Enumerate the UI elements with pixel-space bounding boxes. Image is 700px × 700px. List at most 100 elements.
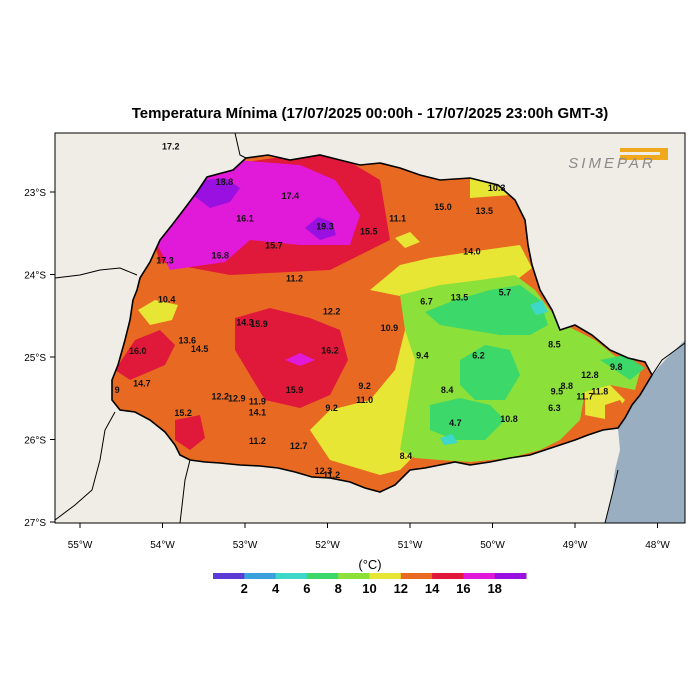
legend-label: 8 — [335, 581, 342, 596]
station-value: 11.9 — [249, 397, 266, 407]
y-tick-label: 23°S — [24, 188, 46, 199]
station-value: 17.4 — [282, 191, 300, 201]
field-magenta-center — [285, 353, 315, 366]
legend-swatch — [369, 573, 402, 579]
x-tick-label: 49°W — [563, 540, 588, 551]
temperature-field — [112, 155, 652, 492]
country-borders — [55, 133, 685, 523]
station-value: 9.8 — [610, 362, 623, 372]
station-value: 6.3 — [548, 403, 561, 413]
station-value: 8.4 — [441, 385, 454, 395]
logo-text: SIMEPAR — [568, 155, 655, 172]
station-value: 12.7 — [290, 441, 308, 451]
station-value: 4.7 — [449, 418, 462, 428]
field-green-cool-b — [460, 345, 520, 400]
station-value: 12.2 — [323, 307, 341, 317]
station-value: 16.2 — [321, 345, 339, 355]
field-green-cool-a — [425, 285, 548, 335]
station-value: 15.0 — [434, 202, 452, 212]
station-value: 9.4 — [416, 350, 429, 360]
legend-label: 4 — [272, 581, 280, 596]
x-axis-ticks: 55°W 54°W 53°W 52°W 51°W 50°W 49°W 48°W — [68, 523, 670, 551]
station-value: 10.8 — [500, 414, 518, 424]
station-value: 13.5 — [451, 293, 469, 303]
station-values: 17.2 18.8 17.4 16.1 19.3 15.5 11.1 15.0 13.5 10.3… — [115, 142, 623, 480]
x-tick-label: 48°W — [645, 540, 670, 551]
station-value: 11.2 — [286, 274, 303, 284]
field-green-cool-d — [600, 355, 645, 380]
field-yellow-small — [395, 232, 420, 248]
station-value: 10.3 — [488, 183, 506, 193]
field-purple-north-b — [305, 217, 336, 240]
legend-unit-label: (°C) — [358, 557, 382, 572]
legend-swatch — [400, 573, 433, 579]
station-value: 14.3 — [236, 317, 254, 327]
station-value: 11.1 — [389, 213, 406, 223]
field-purple-north-a — [193, 178, 240, 208]
station-value: 16.8 — [211, 251, 229, 261]
ocean — [605, 340, 685, 523]
station-value: 9.5 — [551, 387, 564, 397]
station-value: 14.5 — [191, 344, 209, 354]
map-title: Temperatura Mínima (17/07/2025 00:00h - … — [131, 105, 609, 122]
legend-swatch — [463, 573, 496, 579]
station-value: 13.5 — [475, 206, 493, 216]
legend-label: 12 — [394, 581, 408, 596]
x-tick-label: 52°W — [315, 540, 340, 551]
station-value: 19.3 — [316, 222, 334, 232]
station-value: 14.0 — [463, 246, 481, 256]
legend-swatch — [244, 573, 277, 579]
station-value: 9.2 — [325, 403, 338, 413]
legend-label: 2 — [241, 581, 248, 596]
y-axis-ticks: 23°S 24°S 25°S 26°S 27°S — [24, 188, 55, 529]
station-value: 11.2 — [323, 470, 340, 480]
station-value: 11.0 — [356, 395, 373, 405]
legend-label: 16 — [456, 581, 470, 596]
legend-swatch — [432, 573, 464, 579]
field-red-southwest — [175, 415, 205, 450]
station-value: 14.1 — [249, 407, 267, 417]
station-value: 16.0 — [129, 346, 147, 356]
station-value: 8.8 — [560, 381, 573, 391]
color-legend: 2 4 6 8 10 12 14 16 18 — [213, 573, 527, 596]
station-value: 9 — [115, 385, 120, 395]
y-tick-label: 26°S — [24, 436, 46, 447]
field-yellow-west — [138, 300, 178, 325]
x-tick-label: 50°W — [480, 540, 505, 551]
legend-label: 6 — [303, 581, 310, 596]
legend-swatch — [213, 573, 245, 579]
station-value: 15.7 — [265, 241, 283, 251]
station-value: 8.5 — [548, 340, 561, 350]
station-value: 16.1 — [236, 213, 254, 223]
station-value: 17.2 — [162, 142, 180, 152]
field-cyan-spot-b — [530, 300, 548, 315]
station-value: 12.9 — [228, 393, 246, 403]
station-value: 10.9 — [381, 323, 399, 333]
x-tick-label: 53°W — [233, 540, 258, 551]
station-value: 5.7 — [499, 288, 512, 298]
field-yellow-northeast — [470, 178, 510, 198]
legend-label: 14 — [425, 581, 440, 596]
legend-label: 10 — [362, 581, 376, 596]
field-green-cool-c — [430, 398, 505, 440]
logo-mark-icon — [620, 148, 668, 160]
station-value: 17.3 — [156, 255, 174, 265]
y-tick-label: 24°S — [24, 271, 46, 282]
station-value: 15.5 — [360, 227, 378, 237]
x-tick-label: 54°W — [150, 540, 175, 551]
legend-swatch — [306, 573, 339, 579]
station-value: 13.6 — [178, 336, 196, 346]
state-border — [111, 154, 653, 493]
legend-label: 18 — [487, 581, 501, 596]
field-cyan-spot-a — [440, 434, 458, 445]
station-value: 11.2 — [249, 436, 266, 446]
station-value: 10.4 — [158, 294, 176, 304]
station-value: 6.2 — [472, 350, 485, 360]
simepar-logo: SIMEPAR — [568, 148, 668, 172]
station-value: 11.8 — [591, 387, 608, 397]
map-area: 17.2 18.8 17.4 16.1 19.3 15.5 11.1 15.0 13.5 10.3… — [55, 133, 685, 523]
station-value: 18.8 — [216, 177, 234, 187]
map-frame — [54, 132, 686, 524]
x-tick-label: 51°W — [398, 540, 423, 551]
